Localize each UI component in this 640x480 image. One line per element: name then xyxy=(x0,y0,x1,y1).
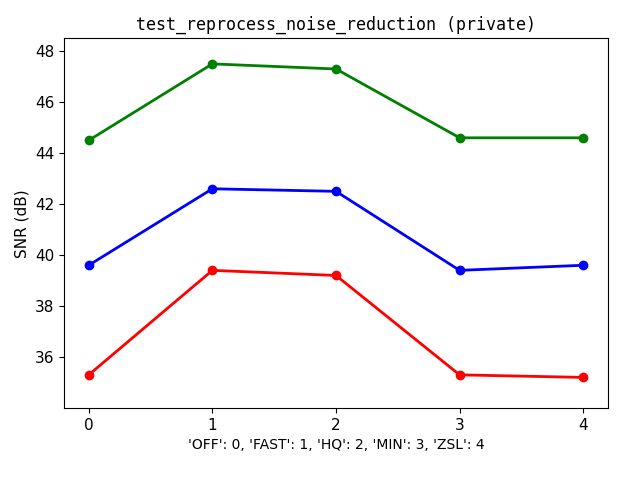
X-axis label: 'OFF': 0, 'FAST': 1, 'HQ': 2, 'MIN': 3, 'ZSL': 4: 'OFF': 0, 'FAST': 1, 'HQ': 2, 'MIN': 3, … xyxy=(188,438,484,452)
Y-axis label: SNR (dB): SNR (dB) xyxy=(14,189,29,257)
Title: test_reprocess_noise_reduction (private): test_reprocess_noise_reduction (private) xyxy=(136,16,536,35)
